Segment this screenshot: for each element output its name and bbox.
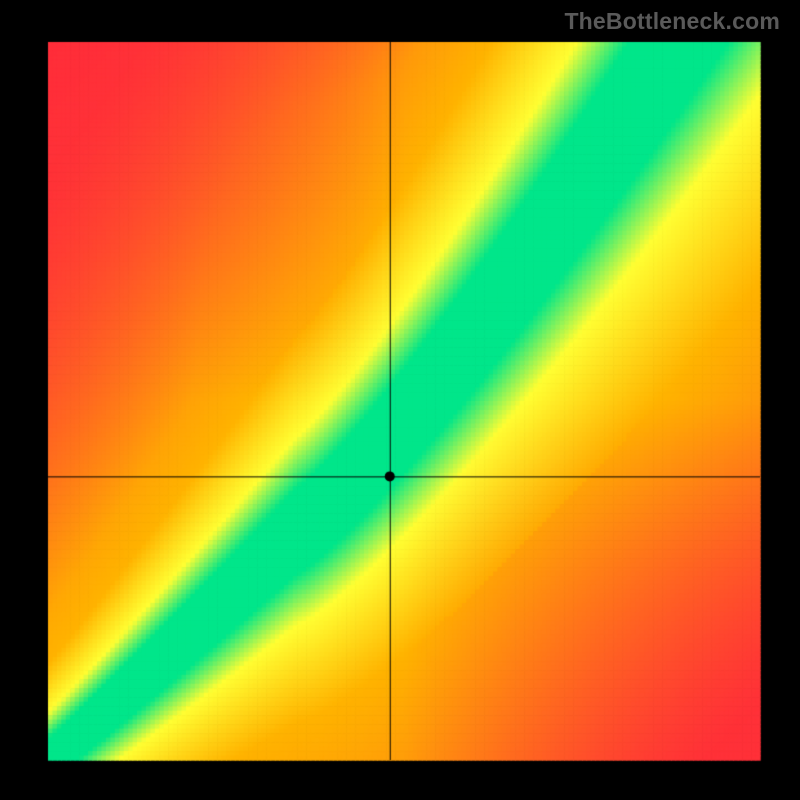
heatmap-canvas — [0, 0, 800, 800]
heatmap-plot — [0, 0, 800, 800]
watermark-text: TheBottleneck.com — [564, 8, 780, 35]
